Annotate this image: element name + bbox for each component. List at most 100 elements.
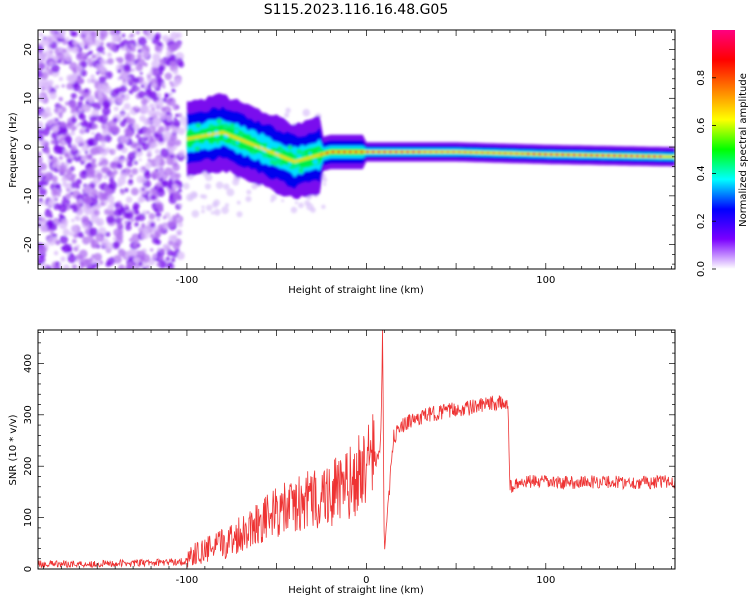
spectrogram-cell (53, 84, 59, 90)
spectrogram-cell (79, 127, 87, 135)
spectrogram-cell (95, 233, 105, 242)
colorbar-tick-label: 0.0 (696, 261, 707, 277)
spectrogram-cell (282, 165, 287, 170)
spectrogram-cell (127, 152, 137, 161)
spectrogram-cell (137, 197, 144, 204)
spectrogram-cell (171, 183, 178, 190)
spectrogram-cell (284, 112, 290, 118)
spectrogram-peak (406, 150, 410, 154)
spectrogram-cell (245, 196, 252, 203)
colorbar-tick-label: 0.2 (696, 213, 707, 229)
spectrogram-cell (82, 119, 88, 125)
spectrogram-cell (176, 251, 185, 260)
spectrogram-peak (400, 150, 404, 154)
spectrogram-cell (296, 148, 303, 155)
spectrogram-cell (127, 43, 132, 48)
spectrogram-cell (118, 248, 126, 257)
spectrogram-cell (123, 220, 128, 224)
spectrogram-cell (138, 158, 142, 162)
spectrogram-cell (119, 85, 128, 93)
spectrogram-cell (204, 183, 212, 190)
spectrogram-peak (394, 150, 398, 154)
spectrogram-cell (151, 237, 159, 244)
spectrogram-cell (124, 127, 132, 136)
spectrogram-cell (141, 253, 151, 263)
spectrogram-cell (152, 69, 159, 77)
spectrogram-cell (125, 262, 135, 269)
spectrogram-ytick-label: -10 (23, 188, 34, 204)
spectrogram-cell (80, 69, 88, 77)
spectrogram-cell (317, 149, 321, 153)
spectrogram-peak (503, 151, 507, 155)
spectrogram-cell (132, 123, 140, 131)
spectrogram-cell (157, 247, 161, 251)
spectrogram-cell (55, 183, 61, 190)
spectrogram-peak (641, 154, 645, 158)
spectrogram-cell (69, 61, 78, 71)
spectrogram-cell (62, 264, 70, 269)
spectrogram-cell (305, 167, 309, 171)
spectrogram-cell (38, 187, 47, 196)
spectrogram-cell (58, 204, 67, 213)
spectrogram-cell (125, 206, 130, 211)
spectrogram-cell (160, 172, 166, 179)
spectrogram-cell (173, 41, 182, 50)
spectrogram-cell (174, 139, 182, 146)
spectrogram-cell (166, 157, 174, 166)
spectrogram-cell (166, 61, 171, 67)
spectrogram-cell (165, 256, 170, 261)
spectrogram-cell (103, 85, 112, 94)
spectrogram-cell (132, 106, 137, 111)
spectrogram-cell (99, 41, 104, 46)
spectrogram-cell (79, 41, 85, 47)
colorbar-ticks: 0.0 0.2 0.4 0.6 0.8 (696, 70, 716, 277)
spectrogram-peak (452, 150, 455, 154)
spectrogram-peak (325, 151, 329, 155)
spectrogram-cell (293, 162, 300, 169)
spectrogram-cell (262, 152, 268, 158)
spectrogram-cell (122, 78, 127, 83)
spectrogram-peak (521, 152, 524, 156)
spectrogram-cell (118, 213, 122, 217)
spectrogram-cell (114, 217, 122, 224)
spectrogram-peak (509, 152, 513, 155)
spectrogram-peak (555, 153, 559, 156)
spectrogram-cell (113, 254, 122, 264)
spectrogram-cell (100, 143, 106, 148)
spectrogram-cell (298, 202, 304, 209)
spectrogram-cell (44, 50, 52, 58)
spectrogram-xtick-label: 100 (536, 275, 555, 286)
spectrogram-cell (128, 179, 134, 184)
spectrogram-cell (38, 168, 41, 172)
spectrogram-cell (117, 176, 126, 186)
spectrogram-cell (41, 72, 49, 80)
spectrogram-cell (224, 203, 230, 208)
spectrogram-cell (158, 260, 167, 269)
spectrogram-peak (635, 154, 639, 158)
spectrogram-cell (102, 106, 111, 116)
spectrogram-cell (38, 80, 44, 89)
spectrogram-cell (119, 171, 128, 179)
spectrogram-cell (173, 218, 177, 222)
spectrogram-cell (270, 198, 274, 203)
spectrogram-cell (72, 204, 77, 209)
spectrogram-cell (38, 181, 43, 190)
spectrogram-cell (130, 187, 139, 196)
spectrogram-cell (127, 168, 132, 173)
spectrogram-peak (658, 155, 662, 158)
spectrogram-cell (60, 121, 67, 128)
spectrogram-cell (39, 162, 48, 171)
spectrogram-cell (127, 221, 132, 226)
spectrogram-cell (273, 154, 278, 159)
spectrogram-cell (78, 88, 84, 95)
spectrogram-cell (137, 36, 147, 46)
snr-ylabel: SNR (10 * v/v) (8, 414, 19, 485)
spectrogram-cell (64, 152, 71, 159)
spectrogram-cell (169, 31, 179, 41)
spectrogram-cell (91, 108, 100, 117)
spectrogram-cell (172, 242, 181, 250)
spectrogram-cell (75, 178, 82, 185)
spectrogram-cell (291, 165, 295, 169)
spectrogram-cell (108, 181, 118, 190)
spectrogram-cell (163, 243, 170, 250)
